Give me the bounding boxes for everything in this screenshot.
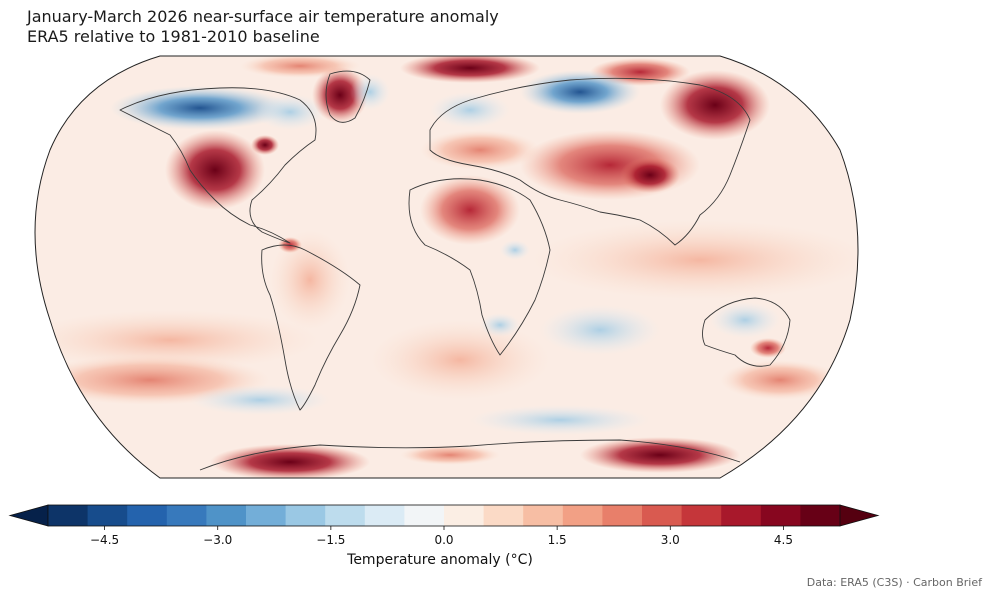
colorbar-segment [602, 505, 643, 526]
anomaly-patch [500, 240, 530, 260]
australia-coastline [702, 297, 791, 367]
anomaly-patch [710, 302, 780, 338]
colorbar-segment [760, 505, 801, 526]
colorbar-tick-label: 1.5 [548, 533, 567, 547]
colorbar-segment [483, 505, 524, 526]
anomaly-patch [312, 67, 368, 123]
anomaly-patch [165, 130, 265, 210]
greenland-coastline [325, 70, 371, 123]
anomaly-patch [530, 220, 858, 300]
anomaly-patch [255, 94, 325, 130]
anomaly-patch [420, 175, 520, 245]
colorbar-segment [246, 505, 286, 526]
title-line-2: ERA5 relative to 1981-2010 baseline [27, 27, 320, 46]
colorbar-tick-label: −4.5 [90, 533, 119, 547]
anomaly-patch [350, 74, 390, 110]
coastlines [119, 70, 791, 471]
colorbar-segment [404, 505, 445, 526]
colorbar-segment [721, 505, 762, 526]
colorbar-segment [206, 505, 247, 526]
anomaly-patch [210, 444, 370, 478]
colorbar-segment [562, 505, 603, 526]
anomaly-patch [660, 70, 770, 140]
anomaly-patch [720, 360, 840, 400]
anomaly-patch [35, 310, 320, 370]
anomaly-field [35, 56, 858, 478]
colorbar-tick-label: 3.0 [661, 533, 680, 547]
anomaly-patch [251, 135, 279, 155]
anomaly-patch [620, 157, 680, 193]
colorbar-segment [48, 505, 88, 526]
colorbar-extend-low [8, 504, 49, 527]
anomaly-patch [580, 437, 740, 473]
colorbar-tick-label: 0.0 [434, 533, 453, 547]
eurasia-coastline [429, 77, 751, 246]
chart-title: January-March 2026 near-surface air temp… [27, 7, 499, 47]
colorbar-segment [364, 505, 405, 526]
colorbar-segment [681, 505, 722, 526]
colorbar-ticks: −4.5 −3.0 −1.5 0.0 1.5 3.0 4.5 [90, 526, 793, 547]
colorbar-segment [87, 505, 128, 526]
colorbar-label: Temperature anomaly (°C) [347, 552, 533, 568]
anomaly-patch [190, 385, 330, 415]
anomaly-patch [270, 230, 350, 330]
colorbar-segment [642, 505, 682, 526]
africa-coastline [408, 178, 551, 356]
south-america-coastline [261, 244, 361, 411]
north-america-coastline [119, 87, 317, 244]
antarctica-coastline [199, 439, 741, 471]
anomaly-patch [420, 130, 540, 170]
anomaly-patch [370, 320, 550, 400]
anomaly-patch [400, 445, 500, 465]
colorbar [8, 504, 880, 527]
colorbar-tick-label: 4.5 [774, 533, 793, 547]
colorbar-segment [285, 505, 326, 526]
colorbar-segment [800, 505, 841, 526]
colorbar-segment [325, 505, 366, 526]
colorbar-segment [444, 505, 484, 526]
data-credit: Data: ERA5 (C3S) · Carbon Brief [806, 576, 982, 589]
colorbar-extend-high [839, 504, 880, 527]
colorbar-tick-label: −3.0 [203, 533, 232, 547]
anomaly-patch [750, 338, 786, 358]
anomaly-patch [540, 305, 660, 355]
anomaly-patch [400, 56, 540, 83]
colorbar-segment [523, 505, 564, 526]
colorbar-segment [127, 505, 168, 526]
anomaly-patch [240, 56, 360, 78]
anomaly-patch [470, 405, 650, 435]
anomaly-patch [480, 313, 520, 337]
colorbar-segment [166, 505, 207, 526]
globe-outline [34, 55, 859, 479]
anomaly-patch [520, 70, 640, 114]
colorbar-tick-label: −1.5 [316, 533, 345, 547]
anomaly-patch [430, 92, 510, 128]
title-line-1: January-March 2026 near-surface air temp… [27, 7, 499, 26]
